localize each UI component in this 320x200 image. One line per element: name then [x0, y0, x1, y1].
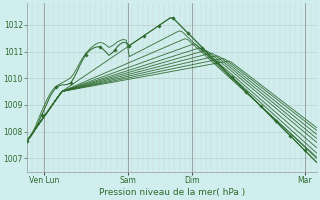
X-axis label: Pression niveau de la mer( hPa ): Pression niveau de la mer( hPa ) [99, 188, 245, 197]
